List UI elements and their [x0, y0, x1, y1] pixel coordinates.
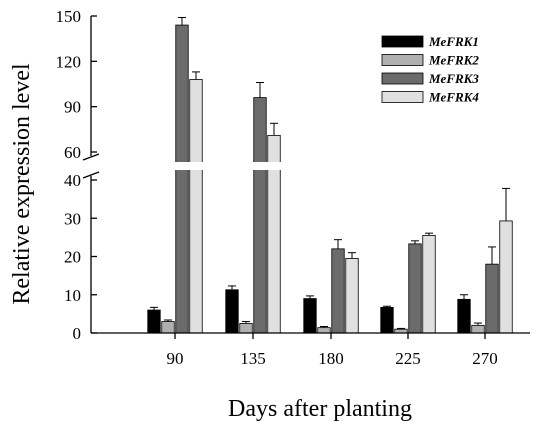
y-ticks: 0 10 20 30 40 60 90 120 150 — [56, 7, 97, 343]
legend-swatch — [381, 72, 424, 85]
x-ticks: 90 135 180 225 270 — [167, 333, 498, 368]
bar — [457, 298, 471, 334]
bar — [303, 298, 317, 334]
bar — [225, 289, 239, 334]
x-tick-label: 135 — [240, 349, 266, 368]
legend-label: MeFRK1 — [428, 34, 479, 49]
bar — [380, 306, 394, 334]
bar — [422, 235, 436, 334]
y-tick-label: 0 — [73, 324, 82, 343]
bar — [345, 258, 359, 334]
bar — [239, 323, 253, 334]
axis-break-mark — [82, 171, 100, 179]
bar — [161, 321, 175, 334]
y-tick-label: 30 — [64, 209, 81, 228]
bar — [471, 324, 485, 334]
y-tick-label: 20 — [64, 248, 81, 267]
x-tick-label: 225 — [395, 349, 421, 368]
bar — [331, 248, 345, 334]
bars — [92, 17, 550, 334]
bar — [408, 243, 422, 334]
legend-label: MeFRK4 — [428, 90, 479, 105]
bar — [253, 97, 267, 334]
y-tick-label: 40 — [64, 171, 81, 190]
bar — [147, 309, 161, 334]
legend-label: MeFRK3 — [428, 71, 479, 86]
bar — [175, 24, 189, 334]
x-tick-label: 90 — [167, 349, 184, 368]
x-tick-label: 270 — [472, 349, 498, 368]
y-tick-label: 60 — [64, 143, 81, 162]
x-axis-title: Days after planting — [228, 396, 412, 422]
bar — [499, 220, 513, 334]
x-tick-label: 180 — [318, 349, 344, 368]
legend-swatch — [381, 54, 424, 66]
bar — [485, 263, 499, 334]
axes — [82, 16, 530, 334]
bar — [317, 327, 331, 334]
legend-label: MeFRK2 — [428, 53, 479, 68]
legend-swatch — [381, 91, 424, 103]
y-tick-label: 120 — [56, 52, 82, 71]
axis-break-mark — [82, 153, 100, 161]
legend: MeFRK1 MeFRK2 MeFRK3 MeFRK4 — [381, 34, 479, 105]
bar — [189, 79, 203, 334]
y-tick-label: 10 — [64, 286, 81, 305]
y-tick-label: 150 — [56, 7, 82, 26]
y-tick-label: 90 — [64, 98, 81, 117]
y-axis-title: Relative expression level — [9, 63, 35, 305]
axis-break-band — [92, 162, 550, 170]
legend-swatch — [381, 35, 424, 48]
